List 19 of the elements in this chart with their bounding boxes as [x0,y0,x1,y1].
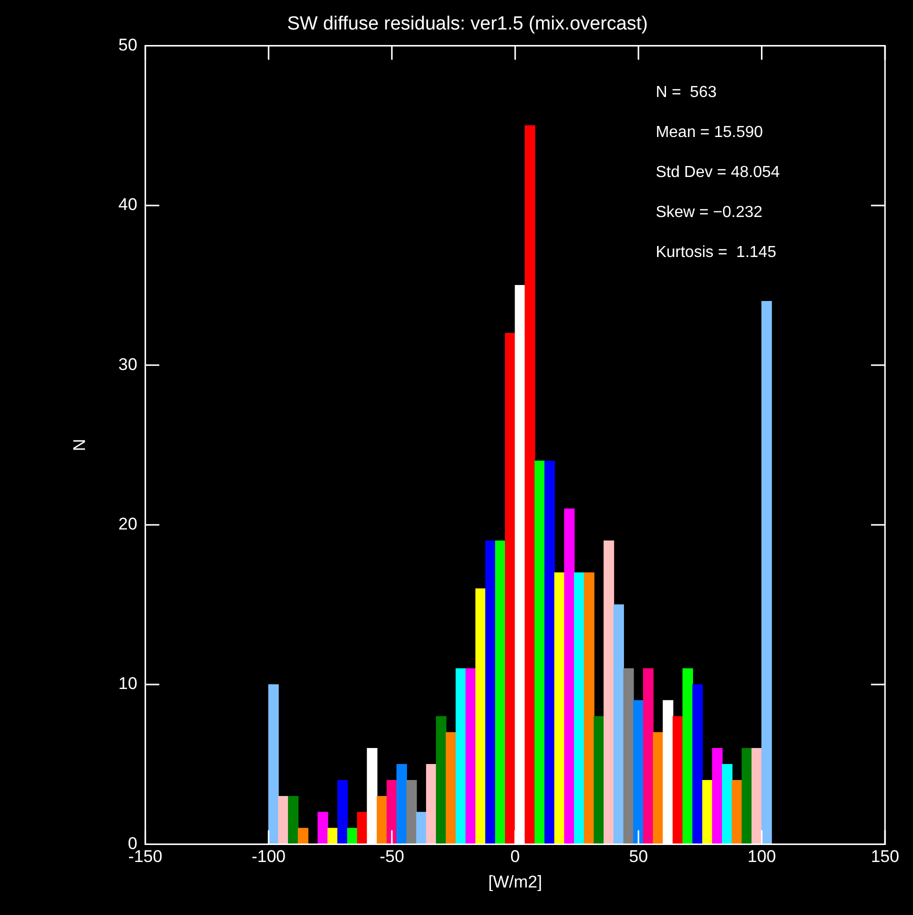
annotation: Kurtosis = 1.145 [656,244,776,262]
chart-title: SW diffuse residuals: ver1.5 (mix.overcast) [287,14,648,35]
annotation: Std Dev = 48.054 [656,164,780,182]
annotation: Skew = −0.232 [656,204,763,222]
y-tick-label: 30 [118,354,138,374]
x-tick-label: -50 [380,847,404,866]
y-axis-title: N [70,438,89,452]
x-tick-label: 0 [510,847,520,866]
annotation: Mean = 15.590 [656,124,763,142]
y-tick-label: 20 [118,514,138,534]
x-tick-label: 50 [628,847,648,866]
x-tick-label: 100 [748,847,776,866]
x-axis-title: [W/m2] [488,872,542,892]
annotation: N = 563 [656,84,717,102]
y-tick-label: 50 [118,35,138,54]
x-tick-label: 150 [870,847,900,866]
y-tick-label: 40 [118,195,138,214]
y-tick-label: 10 [118,674,138,694]
x-tick-label: -100 [252,847,286,866]
